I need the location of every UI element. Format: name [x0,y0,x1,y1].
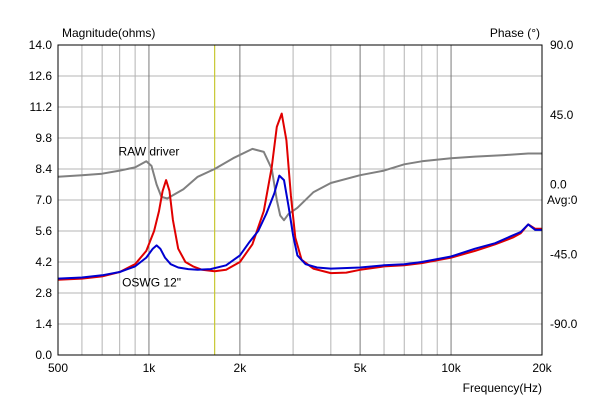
annotation-label: RAW driver [118,145,179,159]
y-tick-label: 7.0 [35,193,52,207]
y-tick-label: 5.6 [35,224,52,238]
x-tick-label: 500 [48,361,68,375]
y-tick-label: 0.0 [35,348,52,362]
avg-label: Avg:0 [547,193,578,207]
series-layer [57,112,542,281]
annotation-label: OSWG 12" [122,275,181,289]
y2-tick-label: -90.0 [550,317,578,331]
x-tick-label: 5k [354,361,368,375]
y-tick-label: 12.6 [29,69,53,83]
y-tick-label: 1.4 [35,317,52,331]
x-tick-label: 20k [532,361,552,375]
y-tick-label: 8.4 [35,162,52,176]
y-tick-label: 2.8 [35,286,52,300]
y-tick-label: 11.2 [30,100,53,114]
grid [58,45,542,355]
series-line-oswg-12 [57,174,542,280]
tick-labels: 0.0 1.4 2.8 4.2 5.6 7.0 8.4 9.8 11.2 12.6 14.0 500 1… [29,38,578,375]
y-tick-label: 9.8 [35,131,52,145]
y2-tick-label: -45.0 [550,247,578,261]
series-line-phase [57,147,542,222]
y-tick-label: 4.2 [35,255,52,269]
annotations: RAW driver OSWG 12" [118,145,181,290]
y-tick-label: 14.0 [29,38,53,52]
x-tick-label: 10k [441,361,461,375]
x-tick-label: 2k [234,361,248,375]
y2-tick-label: 0.0 [550,178,567,192]
y2-tick-label: 90.0 [550,38,574,52]
y-axis-label: Magnitude(ohms) [62,26,155,40]
x-tick-label: 1k [143,361,157,375]
y2-axis-label: Phase (°) [490,26,540,40]
series-line-raw-driver [57,112,542,281]
y2-tick-label: 45.0 [550,108,574,122]
x-axis-label: Frequency(Hz) [463,381,542,395]
plot-border [57,44,543,356]
